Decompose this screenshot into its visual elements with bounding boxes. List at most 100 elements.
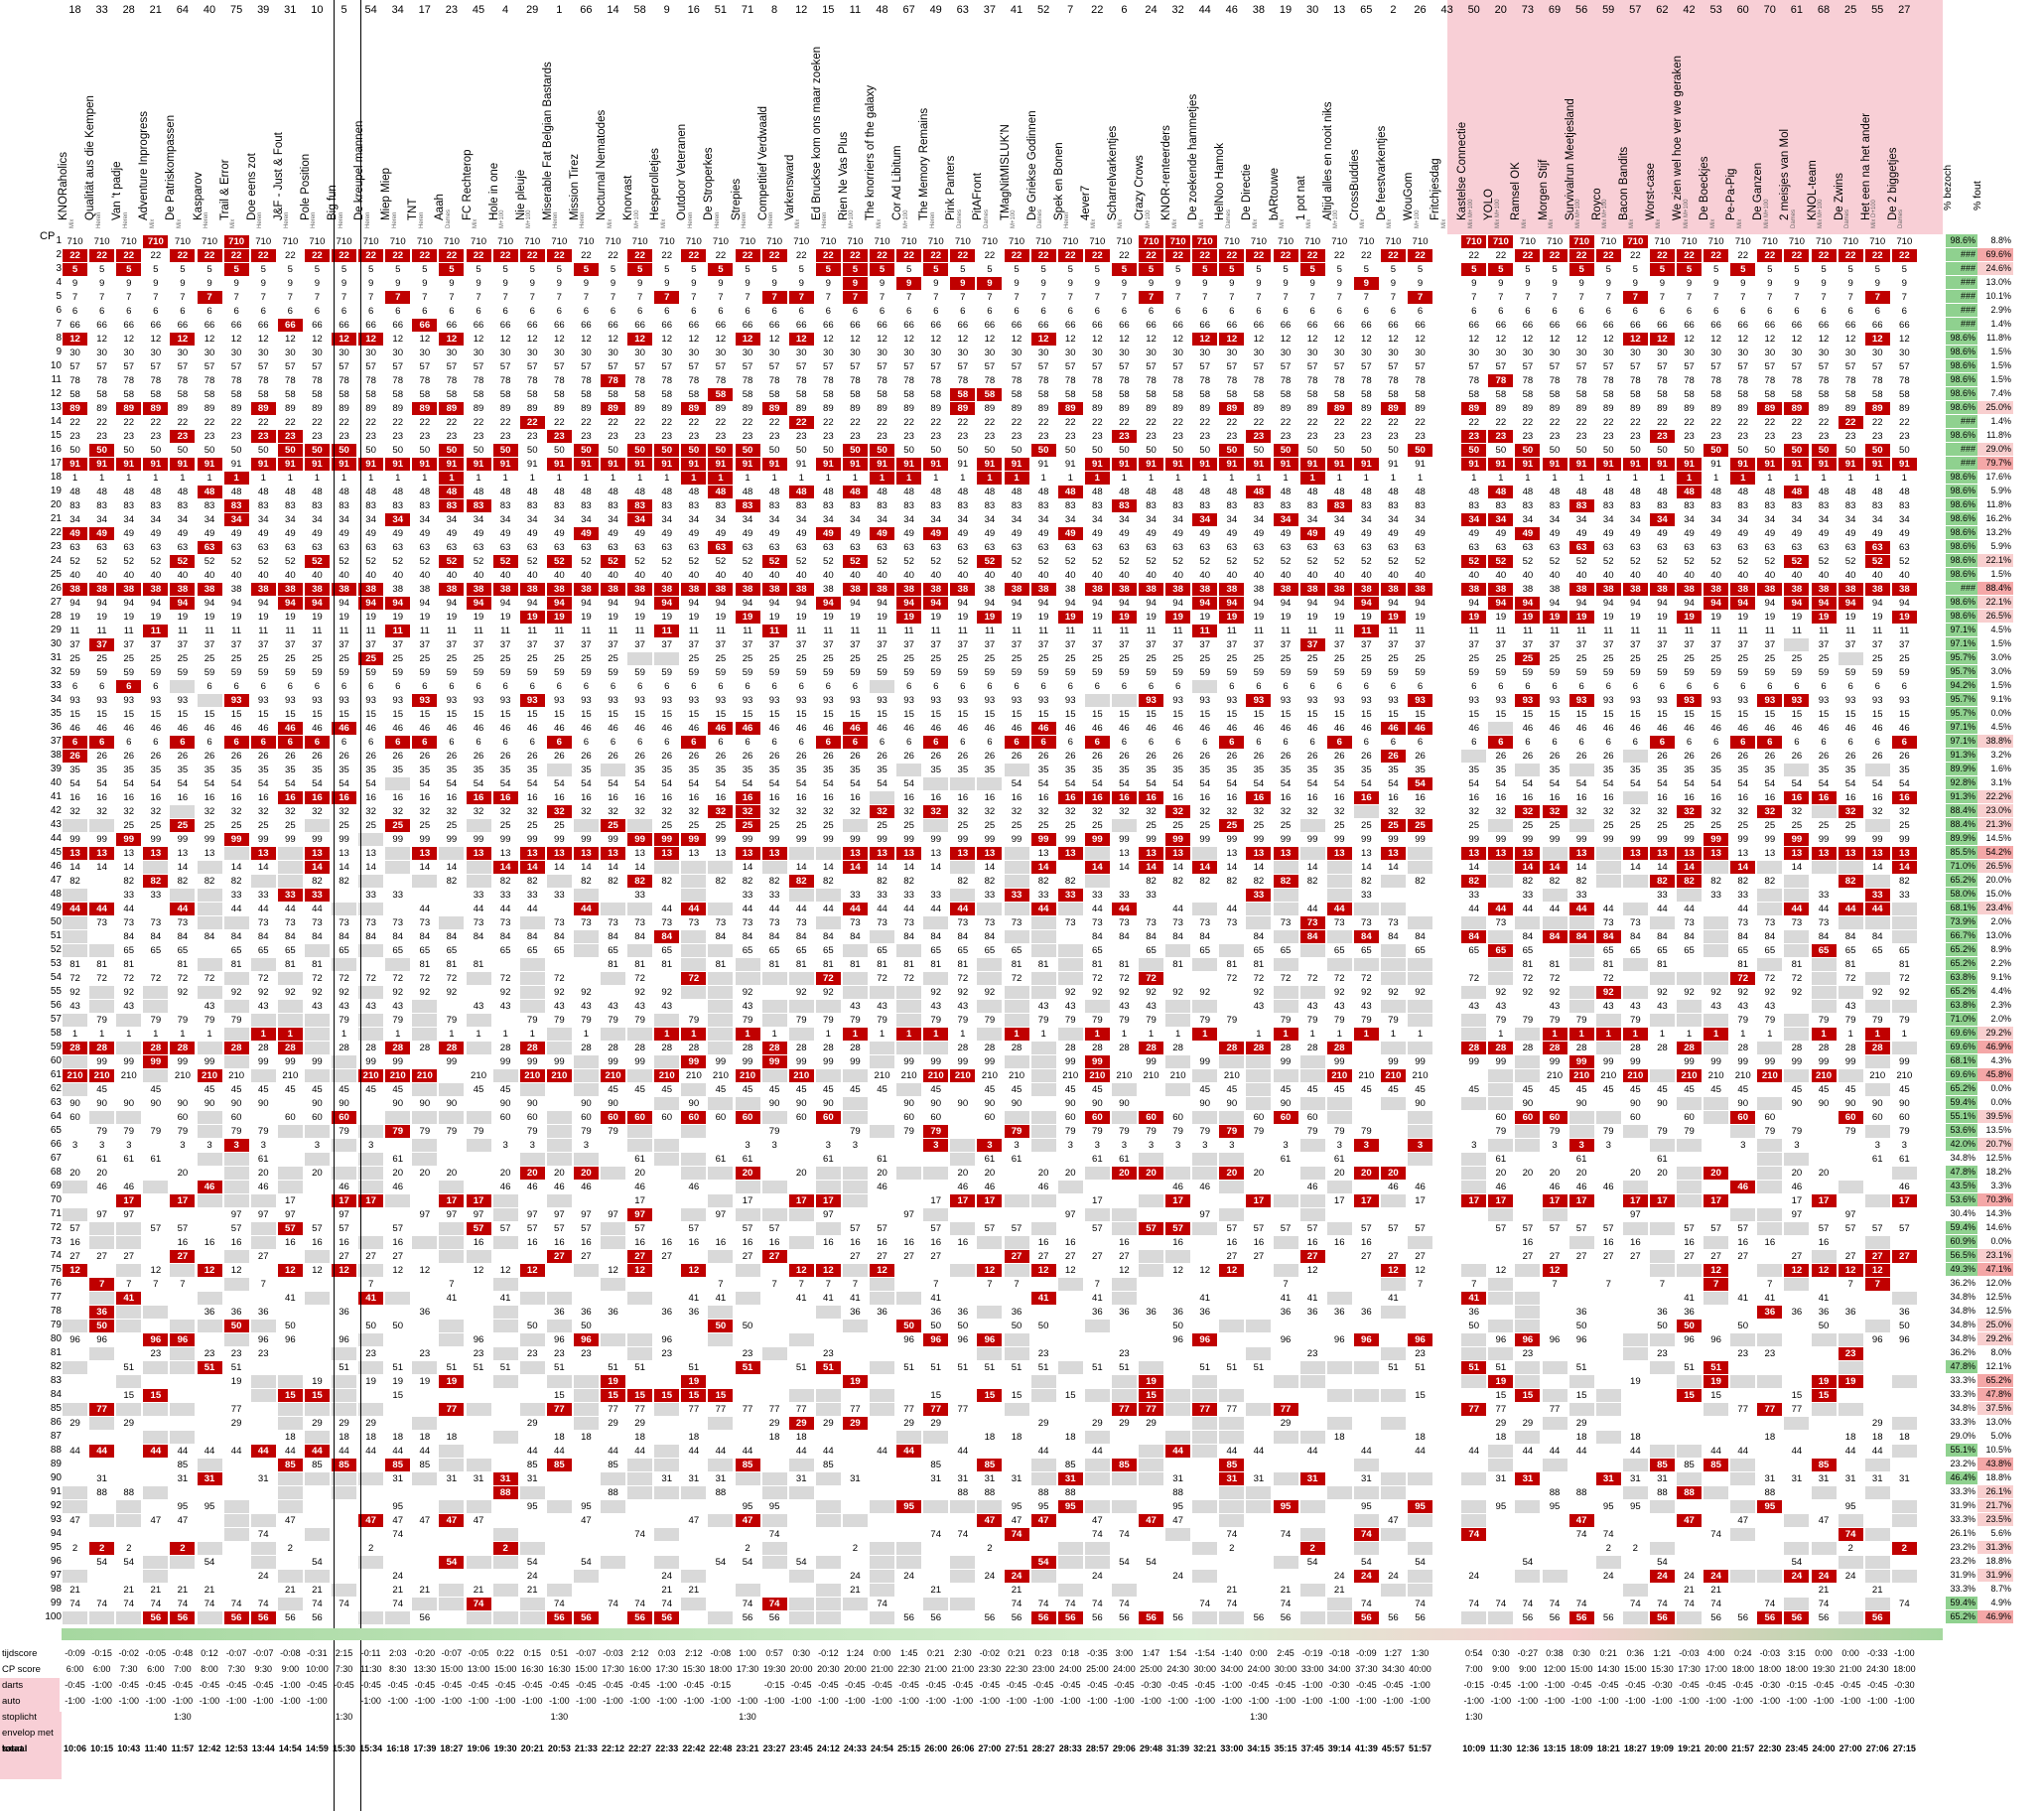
score-cell[interactable]: 32 — [332, 805, 356, 818]
score-cell[interactable]: 60 — [1058, 1111, 1083, 1124]
score-cell[interactable]: 19 — [63, 611, 87, 624]
score-cell[interactable]: 99 — [977, 833, 1002, 846]
score-cell[interactable]: 210 — [520, 1069, 545, 1082]
score-cell[interactable]: 9 — [1165, 277, 1190, 290]
score-cell[interactable]: 43 — [198, 1000, 222, 1013]
score-cell[interactable]: 6 — [439, 305, 464, 318]
score-cell[interactable]: 32 — [627, 805, 652, 818]
score-cell[interactable]: 72 — [1596, 972, 1621, 985]
score-cell[interactable]: 63 — [547, 541, 572, 554]
score-cell[interactable]: 54 — [467, 777, 491, 790]
score-cell[interactable]: 79 — [1300, 1014, 1325, 1027]
score-cell[interactable]: 54 — [89, 777, 114, 790]
score-cell[interactable]: 50 — [89, 444, 114, 457]
score-cell[interactable]: 91 — [493, 458, 518, 471]
score-cell[interactable]: 6 — [1677, 305, 1702, 318]
score-cell[interactable]: 43 — [1488, 1000, 1513, 1013]
score-cell[interactable]: 58 — [493, 388, 518, 401]
score-cell[interactable]: 34 — [1219, 513, 1244, 526]
score-cell[interactable] — [1192, 958, 1217, 971]
score-cell[interactable]: 12 — [1812, 333, 1837, 346]
score-cell[interactable]: 23 — [170, 430, 195, 443]
score-cell[interactable]: 22 — [1300, 249, 1325, 262]
score-cell[interactable]: 89 — [627, 402, 652, 415]
score-cell[interactable]: 710 — [1865, 235, 1890, 248]
score-cell[interactable]: 6 — [385, 680, 410, 693]
score-cell[interactable]: 210 — [1139, 1069, 1163, 1082]
score-cell[interactable]: 73 — [1596, 916, 1621, 929]
score-cell[interactable]: 72 — [305, 972, 330, 985]
score-cell[interactable]: 57 — [601, 360, 625, 373]
score-cell[interactable]: 40 — [520, 569, 545, 582]
score-cell[interactable]: 22 — [574, 249, 599, 262]
score-cell[interactable]: 58 — [654, 388, 679, 401]
score-cell[interactable]: 22 — [1543, 416, 1567, 429]
score-cell[interactable]: 40 — [574, 569, 599, 582]
score-cell[interactable]: 44 — [574, 903, 599, 915]
score-cell[interactable] — [1730, 1125, 1755, 1138]
score-cell[interactable] — [358, 875, 383, 888]
score-cell[interactable]: 91 — [1031, 458, 1056, 471]
score-cell[interactable]: 9 — [1892, 277, 1917, 290]
score-cell[interactable]: 99 — [1461, 833, 1486, 846]
score-cell[interactable]: 6 — [332, 736, 356, 749]
score-cell[interactable]: 66 — [63, 319, 87, 332]
score-cell[interactable]: 22 — [439, 249, 464, 262]
score-cell[interactable] — [1112, 1111, 1137, 1124]
score-cell[interactable]: 12 — [1650, 333, 1675, 346]
score-cell[interactable] — [627, 1069, 652, 1082]
score-cell[interactable] — [1005, 1055, 1029, 1068]
score-cell[interactable]: 46 — [923, 722, 948, 735]
score-cell[interactable]: 92 — [332, 986, 356, 999]
score-cell[interactable] — [1865, 1083, 1890, 1096]
score-cell[interactable]: 89 — [816, 402, 841, 415]
score-cell[interactable]: 40 — [601, 569, 625, 582]
score-cell[interactable]: 34 — [1730, 513, 1755, 526]
score-cell[interactable]: 32 — [843, 805, 868, 818]
score-cell[interactable]: 57 — [977, 360, 1002, 373]
score-cell[interactable]: 49 — [574, 527, 599, 540]
score-cell[interactable]: 210 — [896, 1069, 921, 1082]
score-cell[interactable] — [1192, 1000, 1217, 1013]
score-cell[interactable]: 26 — [278, 750, 303, 763]
score-cell[interactable]: 72 — [1246, 972, 1271, 985]
score-cell[interactable] — [1543, 889, 1567, 902]
score-cell[interactable]: 38 — [1543, 583, 1567, 596]
score-cell[interactable]: 16 — [789, 791, 814, 804]
score-cell[interactable]: 59 — [332, 666, 356, 679]
score-cell[interactable]: 19 — [305, 611, 330, 624]
score-cell[interactable]: 30 — [896, 347, 921, 359]
score-cell[interactable]: 92 — [654, 986, 679, 999]
score-cell[interactable]: 79 — [520, 1125, 545, 1138]
score-cell[interactable]: 12 — [1703, 333, 1728, 346]
score-cell[interactable]: 16 — [1730, 791, 1755, 804]
score-cell[interactable]: 99 — [1543, 1055, 1567, 1068]
score-cell[interactable]: 43 — [385, 1000, 410, 1013]
score-cell[interactable]: 60 — [1085, 1111, 1110, 1124]
score-cell[interactable]: 91 — [63, 458, 87, 471]
score-cell[interactable]: 7 — [870, 291, 894, 304]
score-cell[interactable]: 94 — [278, 597, 303, 610]
score-cell[interactable]: 19 — [1381, 611, 1406, 624]
score-cell[interactable] — [1327, 930, 1352, 943]
score-cell[interactable]: 23 — [681, 430, 706, 443]
score-cell[interactable] — [143, 861, 168, 874]
score-cell[interactable]: 13 — [332, 847, 356, 860]
score-cell[interactable]: 73 — [1085, 916, 1110, 929]
score-cell[interactable]: 22 — [627, 249, 652, 262]
score-cell[interactable]: 6 — [1677, 736, 1702, 749]
score-cell[interactable]: 9 — [1812, 277, 1837, 290]
score-cell[interactable]: 23 — [1219, 430, 1244, 443]
score-cell[interactable]: 63 — [1408, 541, 1432, 554]
score-cell[interactable]: 52 — [251, 555, 276, 568]
score-cell[interactable]: 6 — [708, 680, 733, 693]
score-cell[interactable] — [467, 1139, 491, 1152]
score-cell[interactable] — [412, 1055, 437, 1068]
score-cell[interactable]: 79 — [89, 1014, 114, 1027]
score-cell[interactable]: 15 — [1139, 708, 1163, 721]
score-cell[interactable] — [520, 986, 545, 999]
score-cell[interactable]: 16 — [816, 791, 841, 804]
score-cell[interactable]: 92 — [1381, 986, 1406, 999]
score-cell[interactable]: 54 — [1515, 777, 1540, 790]
score-cell[interactable]: 15 — [1381, 708, 1406, 721]
